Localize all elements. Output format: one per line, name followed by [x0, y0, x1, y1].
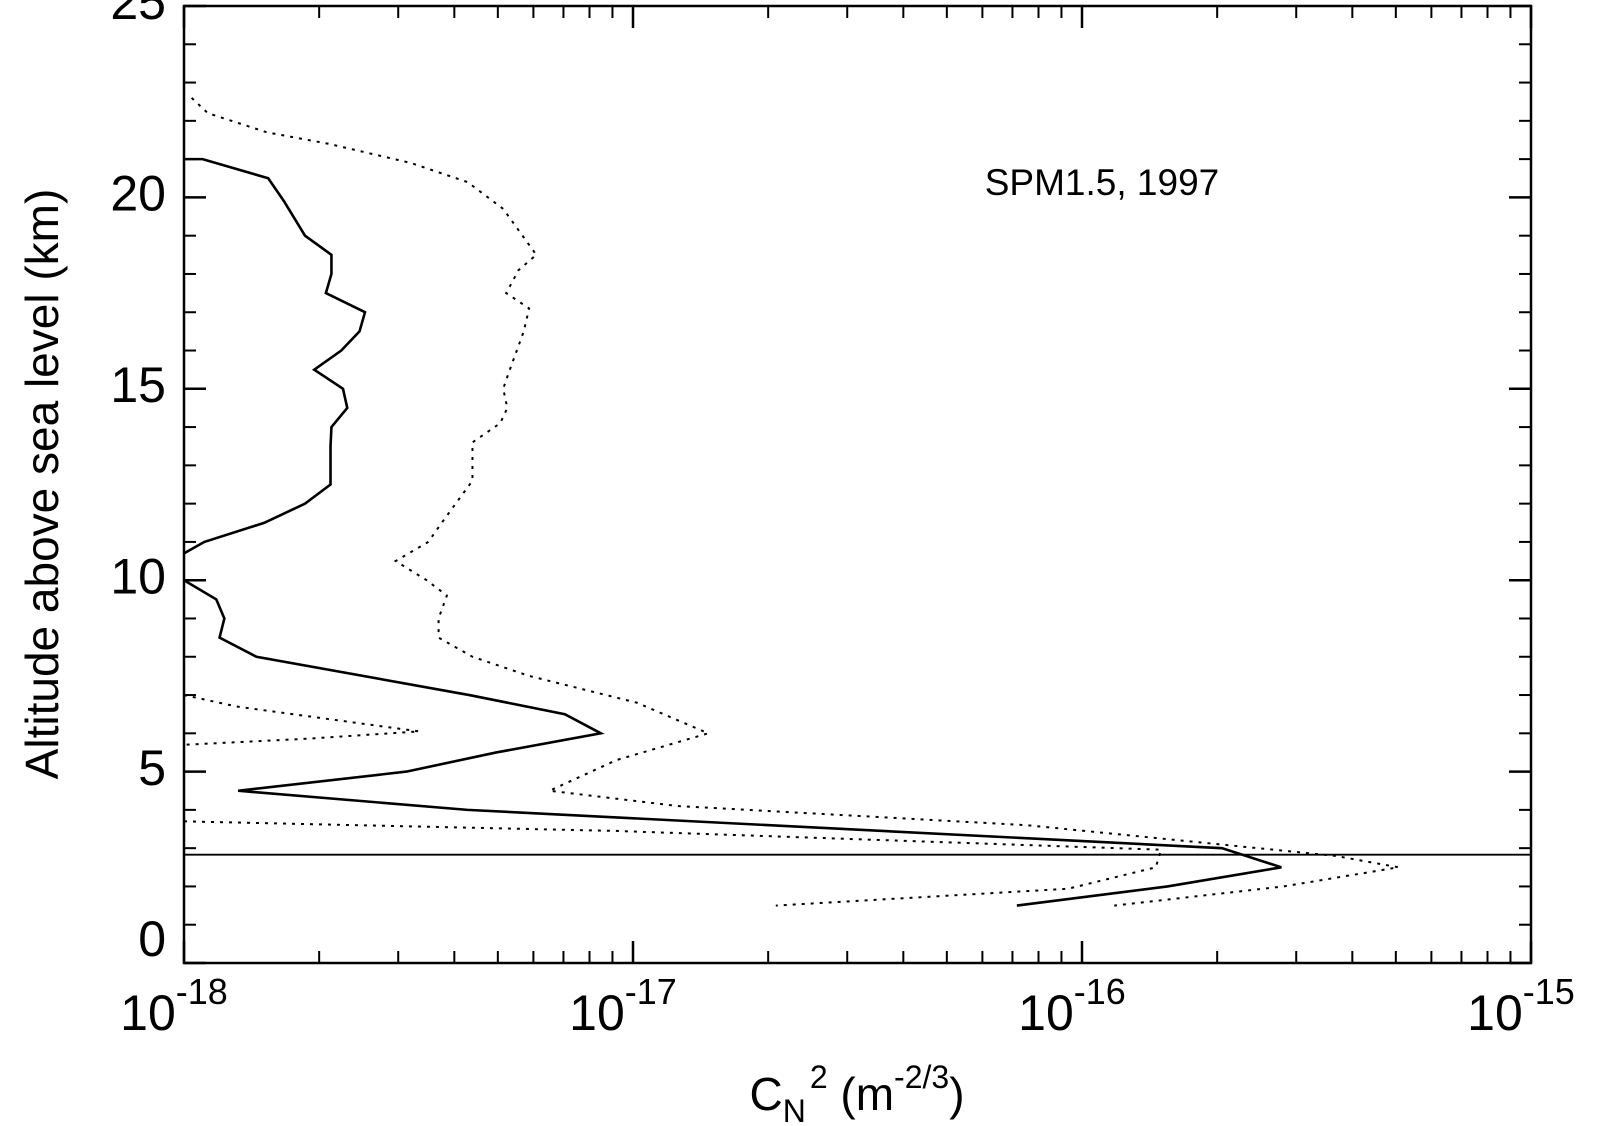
profile-line [184, 157, 1282, 907]
x-axis-label-part: 2 [810, 1059, 828, 1095]
x-tick-label: 10-18 [120, 971, 228, 1041]
x-tick-label-exp: -16 [1074, 971, 1126, 1012]
profile-line [184, 97, 1399, 907]
x-tick-label-base: 10 [569, 985, 625, 1041]
y-tick-label: 0 [138, 911, 166, 967]
annotation: SPM1.5, 1997 [985, 162, 1219, 203]
x-tick-label-exp: -17 [625, 971, 677, 1012]
x-axis-label-part: -2/3 [894, 1059, 949, 1095]
x-tick-label: 10-16 [1018, 971, 1126, 1041]
x-tick-label: 10-17 [569, 971, 677, 1041]
x-tick-label-exp: -15 [1523, 971, 1575, 1012]
y-tick-label: 15 [110, 357, 166, 413]
plot-area [184, 97, 1531, 907]
x-tick-label-base: 10 [120, 985, 176, 1041]
x-axis-label: CN2 (m-2/3) [749, 1059, 964, 1126]
x-tick-label-exp: -18 [176, 971, 228, 1012]
x-tick-label: 10-15 [1467, 971, 1575, 1041]
y-tick-label: 5 [138, 740, 166, 796]
y-tick-label: 20 [110, 166, 166, 222]
x-axis-label-part: N [783, 1093, 806, 1126]
x-axis-label-part: ) [949, 1068, 964, 1120]
y-tick-label: 10 [110, 548, 166, 604]
x-tick-label-base: 10 [1018, 985, 1074, 1041]
x-axis-label-part: (m [828, 1068, 894, 1120]
y-axis-label: Altitude above sea level (km) [16, 189, 68, 780]
y-tick-label: 25 [110, 0, 166, 30]
x-tick-label-base: 10 [1467, 985, 1523, 1041]
plot-frame [182, 4, 1533, 965]
x-axis-label-part: C [749, 1068, 782, 1120]
